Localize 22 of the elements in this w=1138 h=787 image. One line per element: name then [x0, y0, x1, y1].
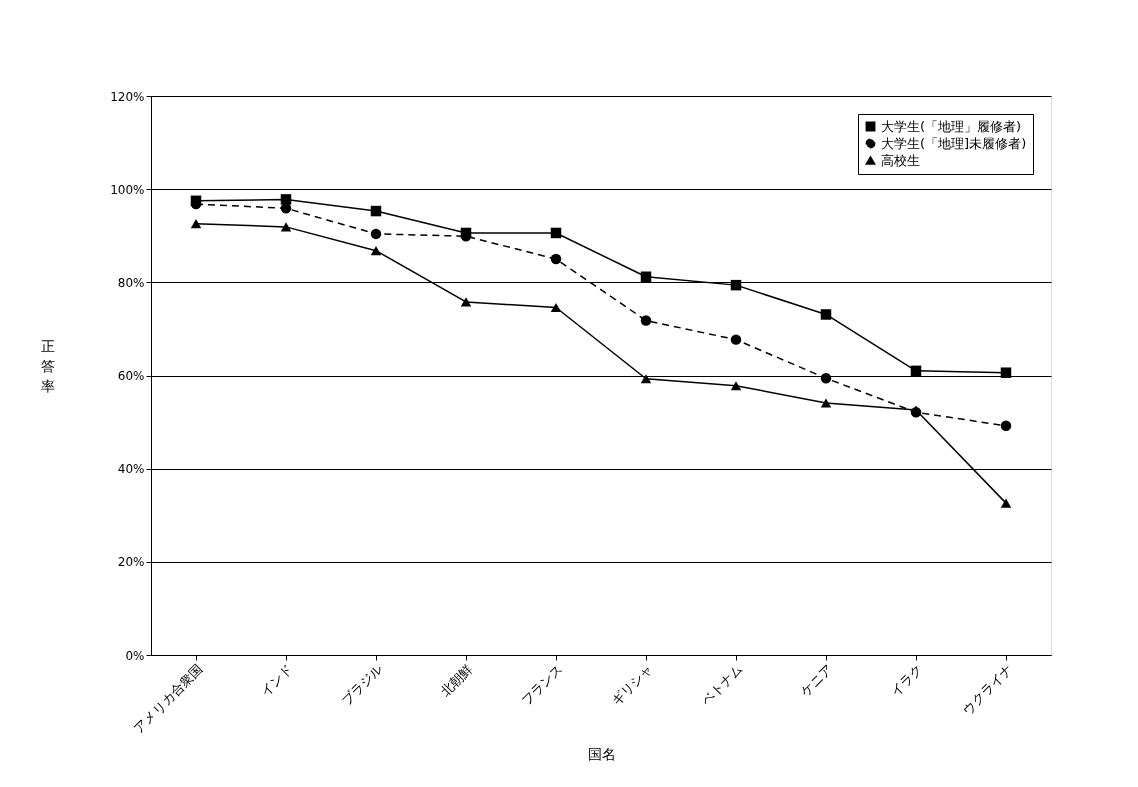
y-tick-label: 100% — [110, 182, 145, 197]
legend-label: 大学生(「地理]未履修者) — [881, 135, 1027, 151]
x-tick-label: イラク — [887, 661, 926, 700]
x-tick-label: ウクライナ — [959, 661, 1016, 718]
y-axis-title: 正答率 — [41, 337, 56, 394]
y-tick-label: 80% — [117, 275, 145, 290]
x-tick-label: アメリカ合衆国 — [130, 661, 206, 737]
x-tick-label: ブラジル — [338, 661, 386, 709]
y-tick-label: 120% — [110, 89, 145, 104]
x-axis-title: 国名 — [587, 746, 616, 763]
x-tick-label: フランス — [518, 661, 566, 709]
x-tick-label: ギリシャ — [608, 661, 656, 709]
y-tick-label: 40% — [117, 462, 145, 477]
x-tick-label: ベトナム — [698, 661, 746, 709]
legend-label: 大学生(「地理」履修者) — [881, 118, 1022, 134]
x-tick-label: ケニア — [797, 661, 836, 700]
x-tick-label: 北朝鮮 — [437, 661, 476, 700]
legend-label: 高校生 — [881, 152, 920, 168]
y-tick-label: 60% — [117, 369, 145, 383]
y-tick-label: 0% — [125, 648, 145, 663]
x-tick-label: インド — [257, 661, 296, 700]
y-tick-label: 20% — [117, 555, 145, 570]
